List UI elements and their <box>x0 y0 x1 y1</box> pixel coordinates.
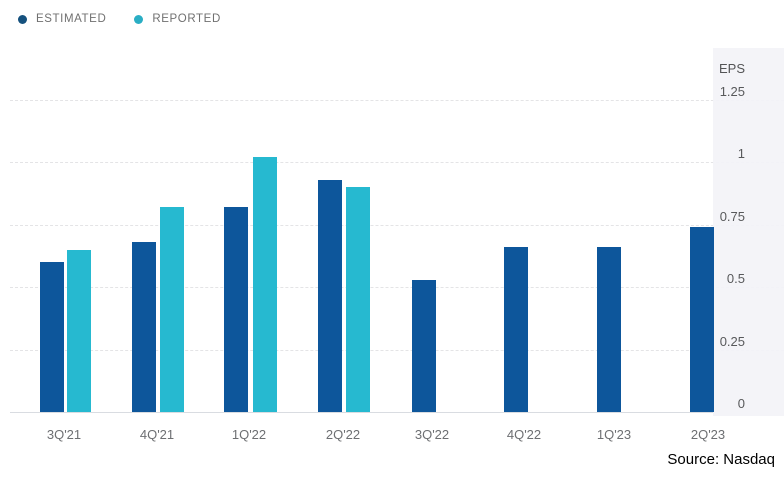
legend-label-estimated: ESTIMATED <box>36 13 107 25</box>
reported-bar-4Q'21[interactable] <box>160 207 184 412</box>
legend-item-estimated[interactable]: ESTIMATED <box>18 13 106 25</box>
x-axis-label-4Q'21: 4Q'21 <box>139 427 175 442</box>
x-axis-label-1Q'22: 1Q'22 <box>231 427 267 442</box>
y-axis-title: EPS <box>718 61 745 76</box>
gridline-1.25 <box>10 99 784 101</box>
source-caption: Source: Nasdaq <box>667 451 775 468</box>
x-axis-label-3Q'21: 3Q'21 <box>46 427 82 442</box>
estimated-bar-2Q'23[interactable] <box>690 227 714 412</box>
x-axis-baseline <box>10 412 713 413</box>
legend-label-reported: REPORTED <box>152 13 221 25</box>
legend: ESTIMATED REPORTED <box>18 13 221 25</box>
estimated-bar-3Q'22[interactable] <box>412 279 436 412</box>
estimated-bar-3Q'21[interactable] <box>40 262 64 412</box>
x-axis-label-2Q'22: 2Q'22 <box>325 427 361 442</box>
y-axis-tick-1: 1 <box>737 146 745 161</box>
reported-bar-3Q'21[interactable] <box>67 249 91 412</box>
estimated-bar-4Q'21[interactable] <box>132 242 156 412</box>
y-axis-tick-0.75: 0.75 <box>719 208 745 224</box>
x-axis-label-3Q'22: 3Q'22 <box>414 427 450 442</box>
gridline-1 <box>10 162 784 163</box>
y-axis-tick-0.5: 0.5 <box>726 271 745 286</box>
y-axis-panel <box>713 48 784 416</box>
y-axis-tick-1.25: 1.25 <box>719 83 745 99</box>
y-axis-tick-0.25: 0.25 <box>719 333 745 349</box>
gridline-0.5 <box>10 287 784 288</box>
gridline-0.25 <box>10 349 784 351</box>
gridline-0.75 <box>10 224 784 226</box>
reported-bar-2Q'22[interactable] <box>346 187 370 412</box>
estimated-bar-4Q'22[interactable] <box>504 247 528 412</box>
y-axis-tick-0: 0 <box>737 396 745 411</box>
estimated-bar-1Q'22[interactable] <box>224 207 248 412</box>
estimated-bar-2Q'22[interactable] <box>318 179 342 412</box>
x-axis-label-2Q'23: 2Q'23 <box>690 427 726 442</box>
estimated-bar-1Q'23[interactable] <box>597 247 621 412</box>
legend-item-reported[interactable]: REPORTED <box>134 13 221 25</box>
x-axis-label-1Q'23: 1Q'23 <box>596 427 632 442</box>
estimated-series-dot-icon <box>18 14 27 24</box>
reported-bar-1Q'22[interactable] <box>253 157 277 412</box>
reported-series-dot-icon <box>134 14 144 24</box>
x-axis-label-4Q'22: 4Q'22 <box>506 427 542 442</box>
